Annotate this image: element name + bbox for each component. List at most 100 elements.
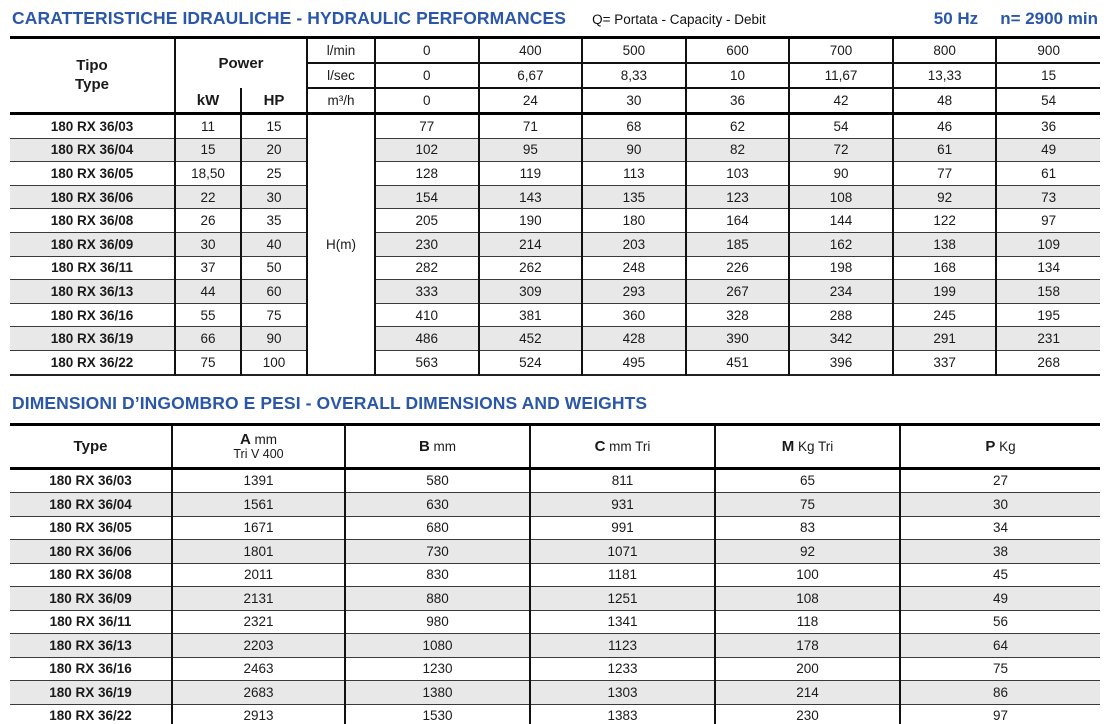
dimensions-table: Type A mm Tri V 400 B mm C mm Tri M Kg T… bbox=[10, 422, 1100, 724]
pump-type-cell: 180 RX 36/16 bbox=[10, 657, 172, 682]
dim-a-cell: 2463 bbox=[171, 657, 345, 682]
dim-c-cell: 1383 bbox=[529, 704, 715, 724]
flow-value: 6,67 bbox=[477, 63, 583, 89]
hp-cell: 20 bbox=[239, 138, 308, 163]
dim-a-column-header: A mm Tri V 400 bbox=[171, 424, 345, 470]
head-value-cell: 77 bbox=[375, 113, 479, 139]
dimensions-title: DIMENSIONI D’INGOMBRO E PESI - OVERALL D… bbox=[12, 392, 648, 413]
pump-type-cell: 180 RX 36/03 bbox=[10, 113, 175, 139]
hydraulic-table-row: 180 RX 36/03 11 15 H(m) 77 71 68 62 54 4… bbox=[10, 113, 1100, 375]
head-value-cell: 231 bbox=[995, 326, 1100, 351]
head-value-cell: 185 bbox=[684, 232, 790, 257]
flow-value: 24 bbox=[477, 88, 583, 115]
flow-value: 400 bbox=[477, 37, 583, 64]
kw-cell: 22 bbox=[174, 185, 241, 210]
head-value-cell: 62 bbox=[684, 113, 790, 139]
dim-c-cell: 1181 bbox=[529, 563, 715, 588]
pump-type-cell: 180 RX 36/04 bbox=[10, 492, 172, 517]
dim-b-cell: 1530 bbox=[344, 704, 530, 724]
dim-c-cell: 1251 bbox=[529, 586, 715, 611]
head-value-cell: 162 bbox=[788, 232, 893, 257]
dim-b-cell: 830 bbox=[344, 563, 530, 588]
dim-p-cell: 45 bbox=[899, 563, 1100, 588]
flow-value: 30 bbox=[581, 88, 686, 115]
dim-a-cell: 2321 bbox=[171, 610, 345, 635]
flow-value: 0 bbox=[374, 63, 479, 89]
hp-cell: 50 bbox=[239, 256, 308, 281]
hp-cell: 90 bbox=[239, 326, 308, 351]
dim-c-cell: 931 bbox=[529, 492, 715, 517]
dim-b-cell: 730 bbox=[344, 539, 530, 564]
flow-value: 15 bbox=[995, 63, 1100, 89]
dim-m-cell: 75 bbox=[714, 492, 900, 517]
kw-cell: 37 bbox=[174, 256, 241, 281]
dim-b-cell: 630 bbox=[344, 492, 530, 517]
head-value-cell: 282 bbox=[375, 256, 479, 281]
dim-b-cell: 1080 bbox=[344, 633, 530, 658]
hydraulic-title-row: CARATTERISTICHE IDRAULICHE - HYDRAULIC P… bbox=[12, 8, 1100, 29]
dim-c-cell: 1303 bbox=[529, 680, 715, 705]
dim-c-cell: 1071 bbox=[529, 539, 715, 564]
dimensions-table-row: 180 RX 36/16 2463 1230 1233 200 75 bbox=[10, 657, 1100, 682]
dim-c-cell: 1341 bbox=[529, 610, 715, 635]
dim-letter: C bbox=[594, 437, 606, 455]
dim-m-cell: 65 bbox=[714, 468, 900, 494]
head-value-cell: 68 bbox=[581, 113, 686, 139]
dim-b-cell: 580 bbox=[344, 468, 530, 494]
hydraulic-table-row: 180 RX 36/09 30 40 230 214 203 185 162 1… bbox=[10, 232, 1100, 257]
pump-type-cell: 180 RX 36/13 bbox=[10, 633, 172, 658]
dim-p-cell: 56 bbox=[899, 610, 1100, 635]
hp-cell: 40 bbox=[239, 232, 308, 257]
dim-p-cell: 27 bbox=[899, 468, 1100, 494]
pump-type-cell: 180 RX 36/09 bbox=[10, 586, 172, 611]
head-value-cell: 390 bbox=[684, 326, 790, 351]
head-value-cell: 230 bbox=[375, 232, 479, 257]
hydraulic-table-header: Tipo Type Power l/min 0 400 500 600 700 … bbox=[10, 37, 1100, 115]
pump-type-cell: 180 RX 36/09 bbox=[10, 232, 175, 257]
pump-type-cell: 180 RX 36/22 bbox=[10, 704, 172, 724]
hp-cell: 30 bbox=[239, 185, 308, 210]
kw-cell: 18,50 bbox=[174, 161, 241, 186]
flow-value: 800 bbox=[891, 37, 997, 64]
head-value-cell: 234 bbox=[788, 279, 893, 304]
dim-a-cell: 1671 bbox=[171, 516, 345, 541]
pump-type-cell: 180 RX 36/05 bbox=[10, 161, 175, 186]
head-value-cell: 410 bbox=[375, 303, 479, 328]
head-value-cell: 73 bbox=[995, 185, 1100, 210]
dim-a-cell: 1801 bbox=[171, 539, 345, 564]
head-value-cell: 245 bbox=[891, 303, 997, 328]
dim-b-cell: 980 bbox=[344, 610, 530, 635]
dim-p-cell: 30 bbox=[899, 492, 1100, 517]
kw-cell: 75 bbox=[174, 350, 241, 376]
dim-unit: Kg bbox=[995, 438, 1016, 454]
head-value-cell: 123 bbox=[684, 185, 790, 210]
head-value-cell: 144 bbox=[788, 208, 893, 233]
head-value-cell: 451 bbox=[684, 350, 790, 376]
dim-a-cell: 2011 bbox=[171, 563, 345, 588]
kw-cell: 44 bbox=[174, 279, 241, 304]
dim-unit: mm bbox=[429, 438, 457, 454]
head-value-cell: 452 bbox=[477, 326, 583, 351]
head-value-cell: 102 bbox=[375, 138, 479, 163]
flow-value: 13,33 bbox=[891, 63, 997, 89]
dimensions-table-row: 180 RX 36/13 2203 1080 1123 178 64 bbox=[10, 633, 1100, 658]
head-value-cell: 135 bbox=[581, 185, 686, 210]
dimensions-table-row: 180 RX 36/11 2321 980 1341 118 56 bbox=[10, 610, 1100, 635]
pump-type-cell: 180 RX 36/06 bbox=[10, 539, 172, 564]
pump-type-cell: 180 RX 36/19 bbox=[10, 680, 172, 705]
head-value-cell: 309 bbox=[477, 279, 583, 304]
pump-type-cell: 180 RX 36/22 bbox=[10, 350, 175, 376]
hp-cell: 35 bbox=[239, 208, 308, 233]
head-value-cell: 381 bbox=[477, 303, 583, 328]
dim-m-cell: 108 bbox=[714, 586, 900, 611]
dim-p-cell: 75 bbox=[899, 657, 1100, 682]
pump-type-cell: 180 RX 36/06 bbox=[10, 185, 175, 210]
flow-value: 10 bbox=[684, 63, 790, 89]
dim-m-cell: 230 bbox=[714, 704, 900, 724]
head-value-cell: 203 bbox=[581, 232, 686, 257]
hydraulic-title: CARATTERISTICHE IDRAULICHE - HYDRAULIC P… bbox=[12, 8, 567, 28]
hydraulic-table-row: 180 RX 36/08 26 35 205 190 180 164 144 1… bbox=[10, 208, 1100, 233]
flow-value: 900 bbox=[995, 37, 1100, 64]
flow-value: 48 bbox=[891, 88, 997, 115]
head-value-cell: 61 bbox=[995, 161, 1100, 186]
